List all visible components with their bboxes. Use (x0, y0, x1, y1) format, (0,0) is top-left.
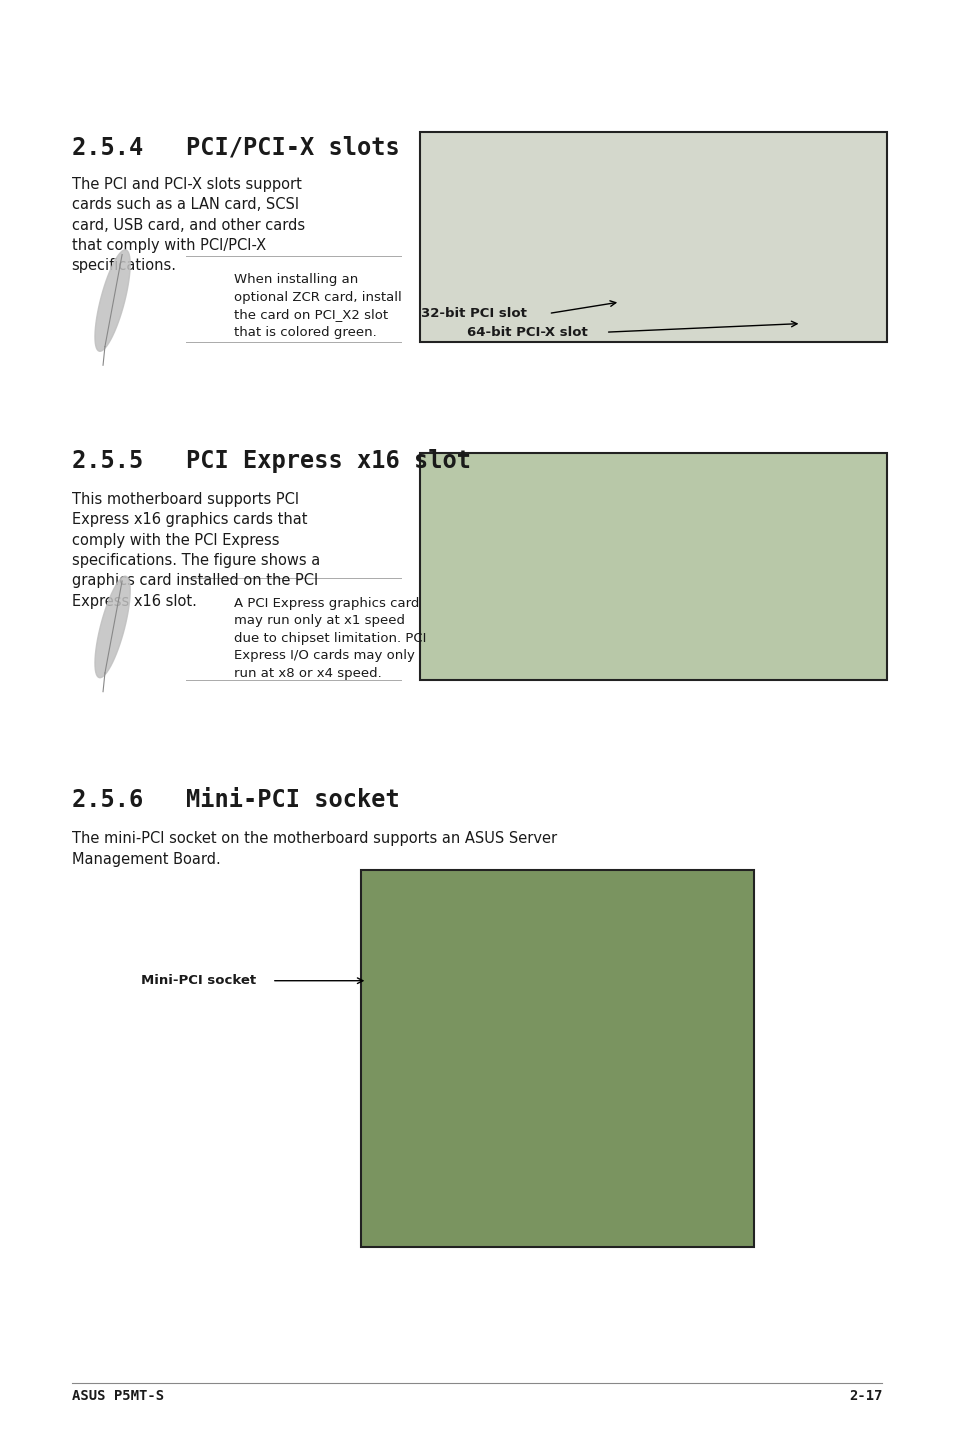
Text: This motherboard supports PCI
Express x16 graphics cards that
comply with the PC: This motherboard supports PCI Express x1… (71, 492, 319, 608)
Text: The PCI and PCI-X slots support
cards such as a LAN card, SCSI
card, USB card, a: The PCI and PCI-X slots support cards su… (71, 177, 304, 273)
Text: When installing an
optional ZCR card, install
the card on PCI_X2 slot
that is co: When installing an optional ZCR card, in… (233, 273, 401, 339)
Text: 64-bit PCI-X slot: 64-bit PCI-X slot (467, 325, 588, 339)
Polygon shape (95, 577, 130, 677)
Text: Mini-PCI socket: Mini-PCI socket (141, 974, 256, 988)
Polygon shape (95, 250, 130, 351)
Text: 2.5.6   Mini-PCI socket: 2.5.6 Mini-PCI socket (71, 788, 399, 812)
Text: 32-bit PCI slot: 32-bit PCI slot (420, 306, 526, 321)
Text: 2-17: 2-17 (848, 1389, 882, 1403)
Bar (419, 453, 886, 680)
Text: The mini-PCI socket on the motherboard supports an ASUS Server
Management Board.: The mini-PCI socket on the motherboard s… (71, 831, 557, 867)
Text: ASUS P5MT-S: ASUS P5MT-S (71, 1389, 164, 1403)
Bar (419, 132, 886, 342)
Text: 2.5.5   PCI Express x16 slot: 2.5.5 PCI Express x16 slot (71, 449, 470, 473)
Text: 2.5.4   PCI/PCI-X slots: 2.5.4 PCI/PCI-X slots (71, 135, 399, 160)
Bar (360, 870, 753, 1247)
Text: A PCI Express graphics card
may run only at x1 speed
due to chipset limitation. : A PCI Express graphics card may run only… (233, 597, 426, 680)
